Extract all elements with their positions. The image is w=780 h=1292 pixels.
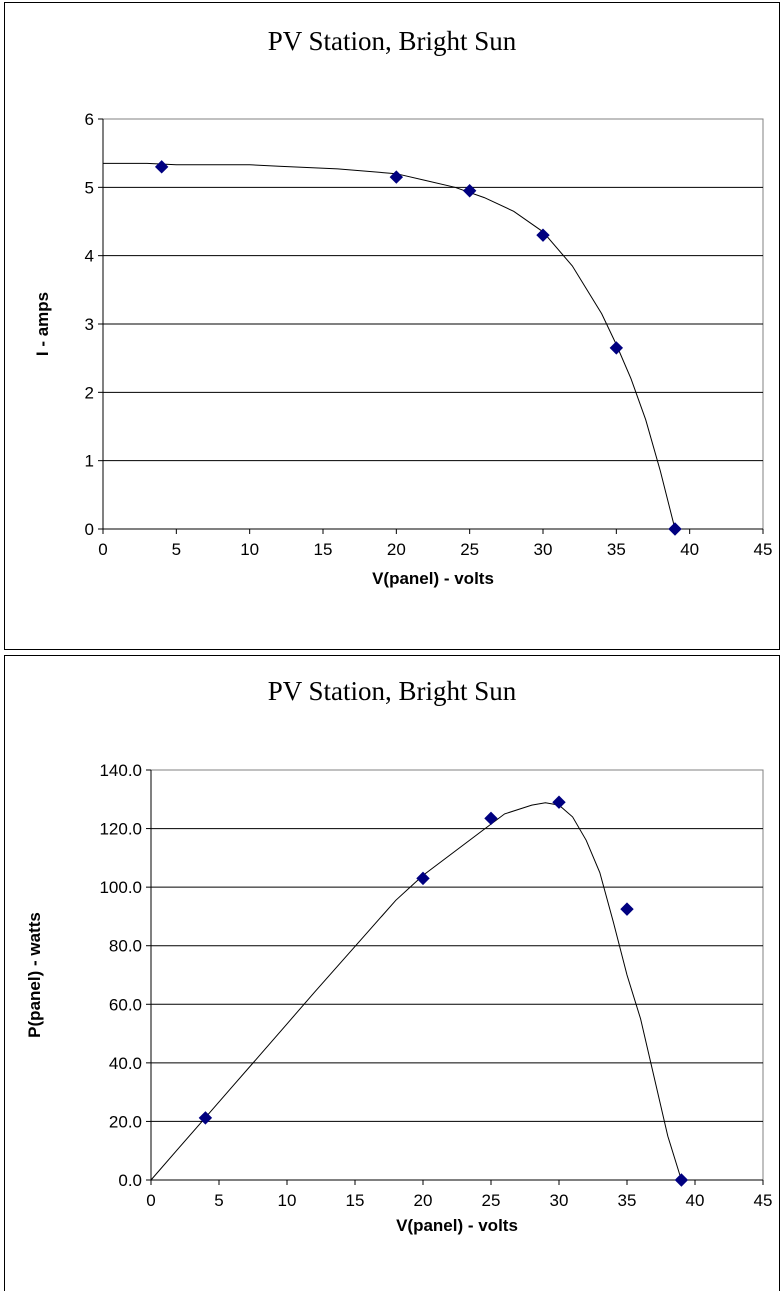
y-tick-label: 100.0 (99, 878, 142, 897)
chart-panel-current: PV Station, Bright Sun 0 1 2 3 4 5 6 0 5 10 15 20 25… (4, 2, 780, 650)
x-tick-label: 40 (680, 540, 699, 559)
x-tick-label: 25 (460, 540, 479, 559)
power-curve-chart: 0.0 20.0 40.0 60.0 80.0 100.0 120.0 140.0 0 5 10 15… (25, 761, 773, 1235)
data-point (674, 1173, 689, 1187)
y-axis-title: I - amps (33, 292, 52, 356)
data-point (536, 228, 550, 242)
y-tick-label: 120.0 (99, 820, 142, 839)
data-point (609, 341, 624, 355)
x-tick-label: 35 (618, 1191, 637, 1210)
y-axis-title: P(panel) - watts (25, 912, 44, 1038)
y-tick-label: 3 (85, 315, 94, 334)
y-tick-label: 1 (85, 452, 94, 471)
x-tick-label: 45 (754, 1191, 773, 1210)
trend-line (103, 162, 676, 530)
x-tick-label: 45 (754, 540, 773, 559)
y-tick-label: 80.0 (109, 937, 142, 956)
x-tick-label: 15 (346, 1191, 365, 1210)
x-tick-label: 20 (414, 1191, 433, 1210)
x-tick-label: 40 (686, 1191, 705, 1210)
y-tick-label: 5 (85, 178, 94, 197)
chart-panel-power: PV Station, Bright Sun 0.0 20.0 40.0 60.0 80… (4, 655, 780, 1291)
x-tick-label: 0 (98, 540, 107, 559)
x-tick-label: 10 (278, 1191, 297, 1210)
data-point (198, 1111, 213, 1125)
data-point (154, 160, 169, 174)
x-tick-label: 20 (387, 540, 406, 559)
data-point (416, 871, 430, 886)
data-point (462, 184, 477, 198)
y-tick-label: 0 (85, 520, 94, 539)
x-tick-label: 5 (214, 1191, 223, 1210)
y-tick-label: 0.0 (118, 1171, 142, 1190)
y-tick-label: 140.0 (99, 761, 142, 780)
chart-title: PV Station, Bright Sun (267, 26, 517, 56)
y-tick-label: 60.0 (109, 995, 142, 1014)
y-tick-label: 20.0 (109, 1112, 142, 1131)
data-point (484, 811, 498, 826)
chart-title: PV Station, Bright Sun (267, 676, 517, 706)
x-tick-label: 0 (146, 1191, 155, 1210)
data-point (620, 902, 634, 916)
plot-area (150, 769, 764, 1181)
x-tick-label: 5 (172, 540, 181, 559)
x-tick-label: 15 (314, 540, 333, 559)
data-point (668, 522, 682, 536)
x-tick-label: 30 (550, 1191, 569, 1210)
x-tick-label: 10 (240, 540, 259, 559)
x-axis-title: V(panel) - volts (396, 1216, 518, 1235)
y-tick-label: 2 (85, 383, 94, 402)
x-tick-label: 35 (607, 540, 626, 559)
data-point (552, 795, 566, 809)
data-point (389, 170, 404, 184)
y-tick-label: 4 (85, 247, 94, 266)
y-tick-label: 40.0 (109, 1054, 142, 1073)
y-tick-label: 6 (85, 110, 94, 129)
x-tick-label: 25 (482, 1191, 501, 1210)
x-axis-title: V(panel) - volts (372, 569, 494, 588)
x-tick-label: 30 (534, 540, 553, 559)
